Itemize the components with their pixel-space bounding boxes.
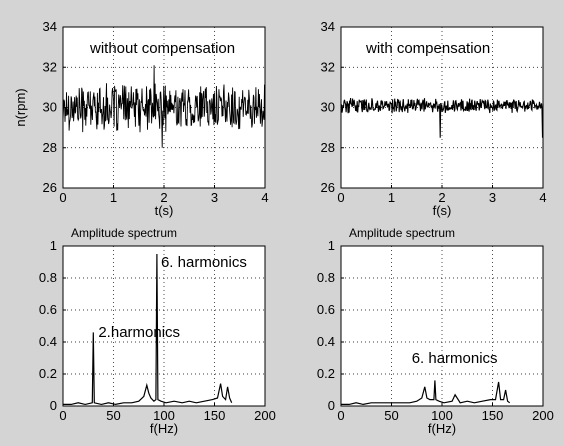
x-tick-label: 3	[211, 190, 218, 205]
chart-title: Amplitude spectrum	[349, 226, 455, 240]
chart-title: Amplitude spectrum	[71, 226, 177, 240]
chart-panel-4: 0 50 100 150 200 0 0.2 0.4 0.6 0.8 1 f(Hz) Amplitude…	[317, 226, 554, 436]
y-tick-label: 28	[43, 140, 57, 155]
y-tick-label: 34	[43, 19, 57, 34]
x-tick-label: 200	[532, 408, 554, 423]
x-tick-label: 150	[482, 408, 504, 423]
x-tick-label: 50	[106, 408, 120, 423]
y-tick-label: 28	[321, 140, 335, 155]
harmonic-annotation: 6. harmonics	[412, 350, 498, 367]
y-tick-label: 34	[321, 19, 335, 34]
y-tick-label: 1	[328, 238, 335, 253]
x-tick-label: 50	[384, 408, 398, 423]
y-tick-label: 0.6	[39, 302, 57, 317]
x-tick-label: 3	[489, 190, 496, 205]
y-tick-label: 0.6	[317, 302, 335, 317]
y-tick-label: 0.2	[317, 366, 335, 381]
x-tick-label: 0	[337, 190, 344, 205]
y-tick-label: 32	[43, 59, 57, 74]
x-axis-label: t(s)	[155, 203, 174, 218]
x-tick-label: 200	[254, 408, 276, 423]
x-tick-label: 100	[153, 408, 175, 423]
x-axis-label: f(s)	[433, 203, 452, 218]
annotation-label: with compensation	[365, 40, 490, 57]
harmonic-annotation: 2.harmonics	[98, 324, 180, 341]
x-tick-label: 100	[431, 408, 453, 423]
series-line	[62, 65, 266, 148]
y-axis-label: n(rpm)	[13, 88, 28, 126]
y-tick-label: 26	[321, 180, 335, 195]
y-tick-label: 30	[43, 100, 57, 115]
y-tick-label: 0.4	[317, 334, 335, 349]
y-tick-label: 0	[328, 398, 335, 413]
x-axis-label: f(Hz)	[428, 421, 456, 436]
x-tick-label: 4	[539, 190, 546, 205]
y-tick-label: 0.4	[39, 334, 57, 349]
y-tick-label: 1	[50, 238, 57, 253]
y-tick-label: 0.2	[39, 366, 57, 381]
annotation-label: without compensation	[89, 40, 235, 57]
x-tick-label: 0	[59, 408, 66, 423]
harmonic-annotation: 6. harmonics	[161, 254, 247, 271]
x-axis-label: f(Hz)	[150, 421, 178, 436]
x-tick-label: 2	[160, 190, 167, 205]
x-tick-label: 4	[261, 190, 268, 205]
chart-panel-3: 0 50 100 150 200 0 0.2 0.4 0.6 0.8 1 f(Hz) Amplitude…	[39, 226, 276, 436]
y-tick-label: 0	[50, 398, 57, 413]
x-tick-label: 1	[110, 190, 117, 205]
spectrum-line	[63, 253, 233, 406]
y-tick-label: 26	[43, 180, 57, 195]
x-tick-label: 0	[59, 190, 66, 205]
series-line	[340, 98, 544, 138]
x-tick-label: 150	[204, 408, 226, 423]
x-tick-label: 0	[337, 408, 344, 423]
y-tick-label: 30	[321, 100, 335, 115]
y-tick-label: 0.8	[317, 270, 335, 285]
x-tick-label: 1	[388, 190, 395, 205]
y-tick-label: 32	[321, 59, 335, 74]
spectrum-line	[341, 380, 511, 406]
x-tick-label: 2	[438, 190, 445, 205]
y-tick-label: 0.8	[39, 270, 57, 285]
